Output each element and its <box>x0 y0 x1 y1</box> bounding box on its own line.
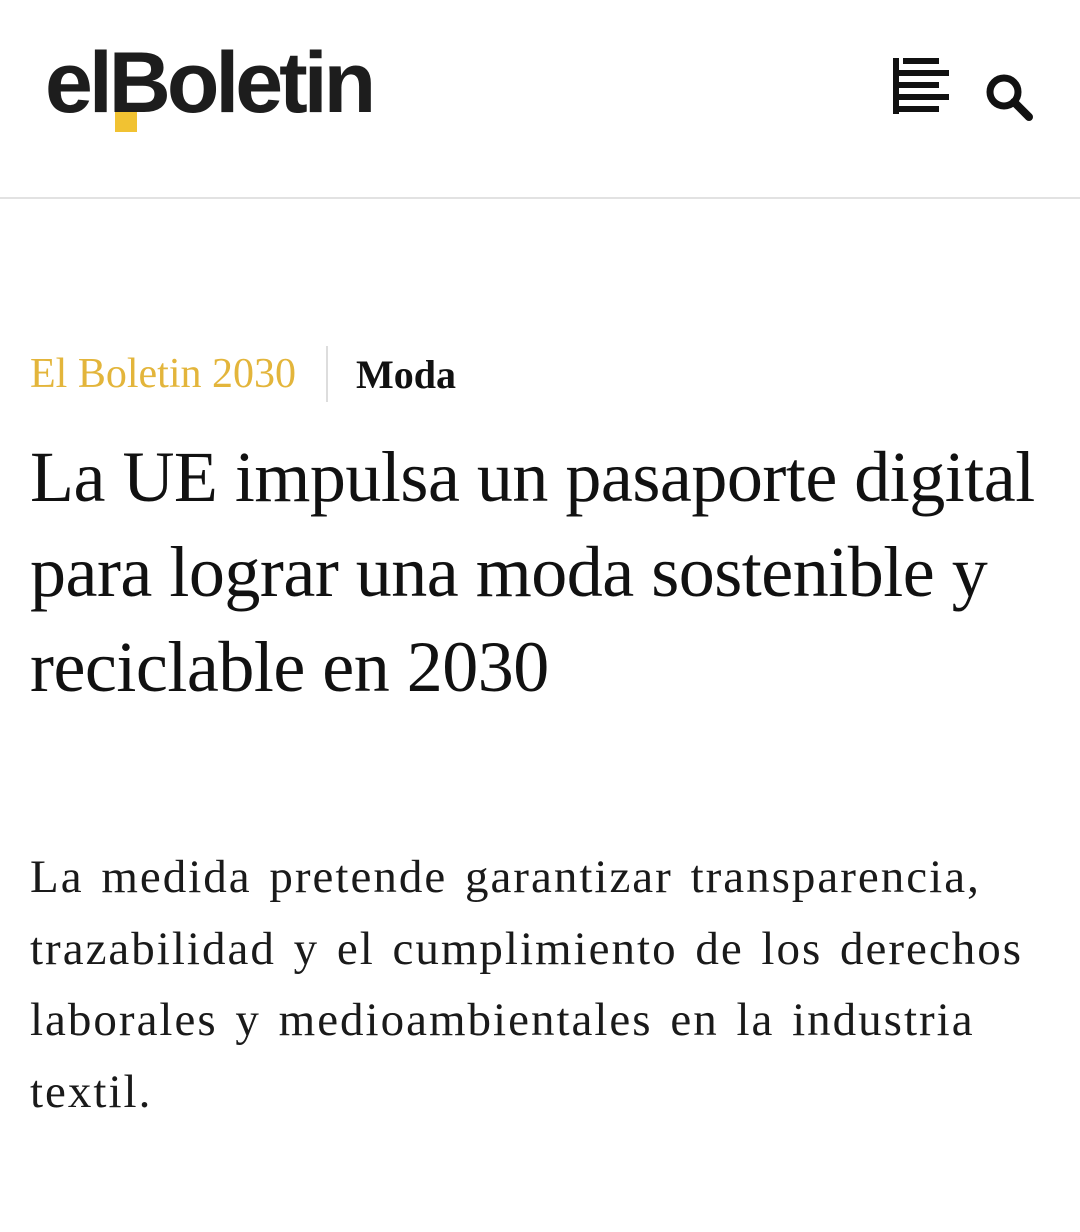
article-subtitle: La medida pretende garantizar transparen… <box>30 851 1024 1118</box>
site-header: elBoletin <box>0 0 1080 199</box>
menu-button[interactable] <box>893 58 949 114</box>
breadcrumb: El Boletin 2030 Moda <box>30 345 456 403</box>
logo-accent <box>115 108 137 132</box>
section-link[interactable]: El Boletin 2030 <box>30 351 296 397</box>
divider <box>326 346 328 402</box>
logo[interactable]: elBoletin <box>45 35 376 131</box>
article-title: La UE impulsa un pasaporte digital para … <box>30 437 1035 707</box>
category-link[interactable]: Moda <box>356 351 456 397</box>
search-button[interactable] <box>984 72 1034 122</box>
